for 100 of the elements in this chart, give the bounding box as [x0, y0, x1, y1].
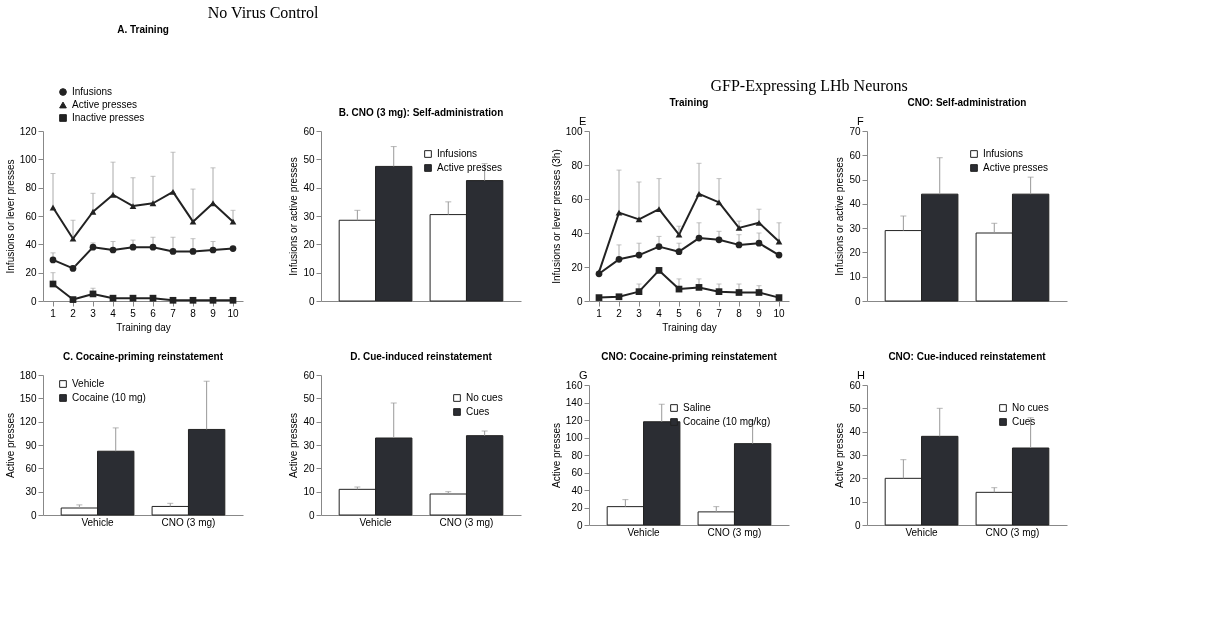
x-tick-label: Vehicle [627, 526, 661, 538]
chart-title: A. Training [117, 24, 169, 35]
y-tick-label: 0 [308, 295, 315, 307]
y-tick-label: 40 [303, 182, 315, 194]
y-tick-label: 40 [25, 238, 37, 250]
legend-label: Cocaine (10 mg) [72, 392, 146, 403]
x-tick-label: CNO (3 mg) [161, 516, 216, 528]
y-tick-label: 120 [19, 416, 37, 428]
y-tick-label: 0 [30, 295, 37, 307]
x-tick-label: 2 [70, 307, 77, 319]
x-tick-label: 7 [170, 307, 177, 319]
legend-label: No cues [1012, 402, 1049, 413]
y-tick-label: 40 [849, 198, 861, 210]
x-tick-label: 8 [190, 307, 197, 319]
x-tick-label: Vehicle [81, 516, 115, 528]
y-tick-label: 60 [303, 125, 315, 137]
y-axis-title: Infusions or active presses [834, 157, 846, 276]
x-tick-label: 6 [150, 307, 157, 319]
y-tick-label: 20 [571, 261, 583, 273]
x-tick-label: 5 [676, 307, 683, 319]
y-tick-label: 30 [25, 486, 37, 498]
legend-label: Infusions [72, 86, 113, 97]
x-tick-label: Vehicle [359, 516, 393, 528]
x-tick-label: CNO (3 mg) [439, 516, 494, 528]
text: F [857, 115, 864, 127]
y-tick-label: 0 [308, 509, 315, 521]
y-tick-label: 40 [303, 416, 315, 428]
chart-title: Training [669, 97, 709, 108]
x-tick-label: 5 [130, 307, 137, 319]
y-tick-label: 50 [849, 174, 861, 186]
y-tick-label: 180 [19, 369, 37, 381]
y-tick-label: 50 [303, 153, 315, 165]
legend-label: Cocaine (10 mg/kg) [683, 416, 771, 427]
y-axis-title: Infusions or lever presses [4, 159, 16, 274]
y-tick-label: 40 [849, 426, 861, 438]
y-axis-title: Active presses [288, 412, 300, 479]
y-axis-title: Infusions or active presses [288, 157, 300, 276]
y-tick-label: 20 [849, 246, 861, 258]
legend-label: Active presses [72, 99, 138, 110]
y-tick-label: 20 [571, 502, 583, 513]
chart-title: C. Cocaine-priming reinstatement [62, 351, 224, 362]
x-tick-label: 3 [90, 307, 97, 319]
x-tick-label: CNO (3 mg) [985, 526, 1040, 538]
y-tick-label: 40 [571, 227, 583, 239]
x-tick-label: 7 [716, 307, 723, 319]
legend-label: Saline [683, 402, 712, 413]
y-tick-label: 40 [571, 484, 583, 496]
y-axis-title: Active presses [4, 412, 16, 479]
legend-label: Cues [1012, 416, 1036, 427]
y-tick-label: 100 [19, 153, 37, 165]
x-axis-title: Training day [662, 321, 717, 333]
text: GFP-Expressing LHb Neurons [710, 77, 908, 95]
y-tick-label: 20 [303, 462, 315, 474]
legend-label: No cues [466, 392, 503, 403]
y-tick-label: 140 [565, 397, 583, 408]
legend-label: Inactive presses [72, 112, 145, 123]
x-tick-label: Vehicle [905, 526, 939, 538]
y-tick-label: 20 [25, 267, 37, 279]
text: H [857, 369, 865, 381]
y-tick-label: 20 [303, 238, 315, 250]
y-tick-label: 60 [571, 193, 583, 205]
x-tick-label: 4 [656, 307, 663, 319]
y-axis-title: Active presses [550, 422, 562, 489]
y-tick-label: 120 [19, 125, 37, 137]
y-tick-label: 10 [303, 486, 315, 498]
y-tick-label: 10 [849, 271, 861, 283]
text: No Virus Control [207, 4, 320, 21]
y-tick-label: 10 [849, 496, 861, 508]
x-tick-label: 4 [110, 307, 117, 319]
x-tick-label: 1 [596, 307, 603, 319]
y-tick-label: 60 [25, 462, 37, 474]
y-tick-label: 160 [565, 379, 583, 391]
y-tick-label: 0 [576, 519, 583, 531]
y-tick-label: 30 [303, 210, 315, 222]
y-tick-label: 0 [854, 519, 861, 531]
y-tick-label: 90 [25, 439, 37, 451]
x-tick-label: 6 [696, 307, 703, 319]
y-tick-label: 60 [303, 369, 315, 381]
y-tick-label: 100 [565, 125, 583, 137]
y-tick-label: 100 [565, 432, 583, 443]
chart-title: CNO: Cue-induced reinstatement [888, 351, 1047, 362]
y-tick-label: 80 [571, 449, 583, 461]
y-axis-title: Active presses [834, 422, 846, 489]
legend-label: Active presses [983, 162, 1049, 173]
x-tick-label: 1 [50, 307, 57, 319]
y-tick-label: 80 [571, 159, 583, 171]
chart-title: B. CNO (3 mg): Self-administration [338, 107, 504, 118]
y-tick-label: 50 [849, 402, 861, 414]
x-tick-label: 8 [736, 307, 743, 319]
y-tick-label: 30 [849, 449, 861, 461]
legend-label: Cues [466, 406, 490, 417]
legend-label: Vehicle [72, 378, 105, 389]
text: G [579, 369, 588, 381]
y-tick-label: 10 [303, 267, 315, 279]
x-tick-label: 9 [756, 307, 763, 319]
x-tick-label: 10 [227, 307, 239, 319]
y-axis-title: Infusions or lever presses (3h) [550, 149, 562, 284]
legend-label: Infusions [437, 148, 478, 159]
chart-title: CNO: Cocaine-priming reinstatement [601, 351, 778, 362]
y-tick-label: 50 [303, 392, 315, 404]
